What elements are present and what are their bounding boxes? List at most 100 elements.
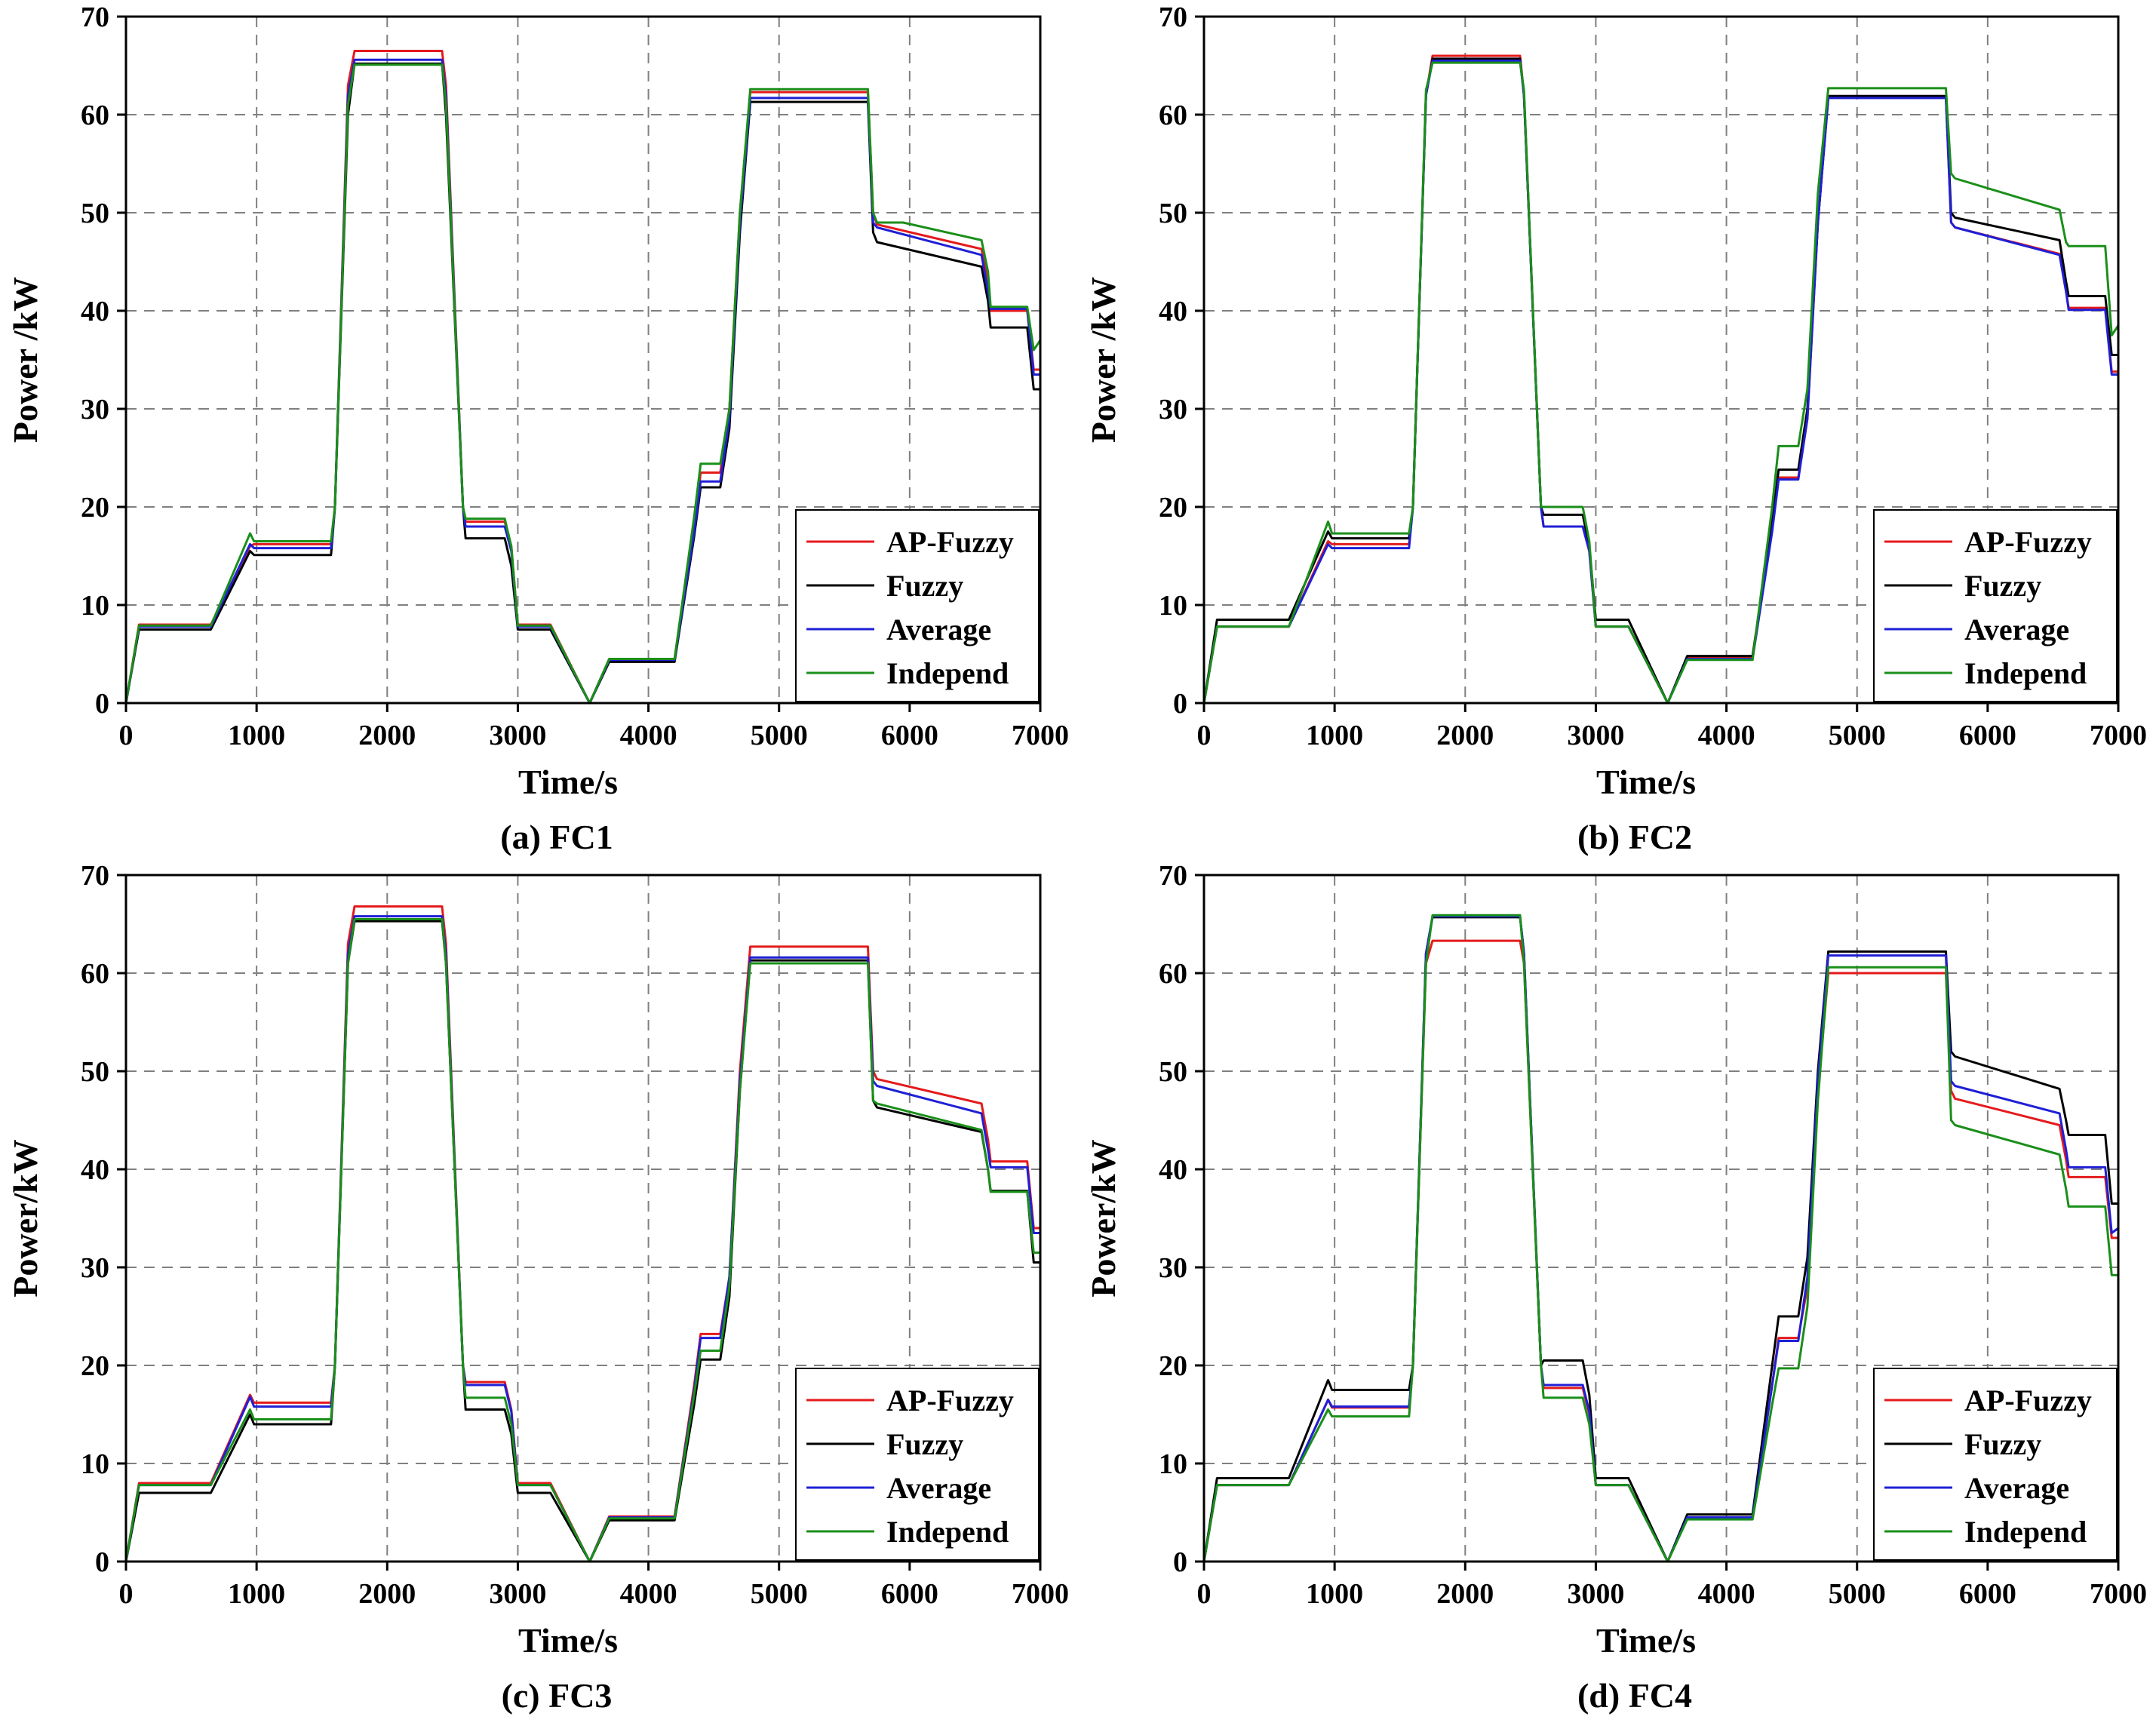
y-tick-label: 60 [1159, 100, 1187, 131]
y-tick-label: 0 [1173, 1546, 1187, 1578]
x-tick-label: 2000 [358, 1578, 416, 1610]
x-tick-label: 4000 [1698, 1578, 1755, 1610]
x-tick-label: 1000 [1306, 720, 1363, 751]
legend-label: Independ [1964, 656, 2087, 690]
x-tick-label: 5000 [751, 720, 808, 751]
legend-label: Fuzzy [886, 569, 963, 603]
y-tick-label: 60 [81, 100, 109, 131]
y-tick-label: 20 [1159, 492, 1187, 524]
panel-caption: (c) FC3 [502, 1676, 613, 1715]
x-tick-label: 2000 [358, 720, 416, 751]
x-tick-label: 3000 [489, 1578, 546, 1610]
x-tick-label: 3000 [1567, 1578, 1624, 1610]
legend-label: Average [1964, 613, 2069, 646]
legend: AP-Fuzzy Fuzzy Average Independ [795, 1368, 1040, 1561]
y-axis-label: Power/kW [6, 1139, 45, 1298]
y-axis-label: Power /kW [1084, 277, 1123, 443]
x-tick-label: 7000 [2090, 1578, 2147, 1610]
y-tick-label: 20 [1159, 1350, 1187, 1382]
chart-panel-4: 0 1000 2000 3000 4000 5000 6000 7000 0 10 20 30 40 50… [1084, 860, 2147, 1715]
y-tick-label: 40 [1159, 296, 1187, 327]
plot-frame [1202, 874, 2120, 1563]
x-tick-label: 1000 [228, 720, 285, 751]
x-tick-label: 2000 [1436, 1578, 1494, 1610]
x-tick-label: 2000 [1436, 720, 1494, 751]
chart-panel-2: 0 1000 2000 3000 4000 5000 6000 7000 0 10 20 30 40 50… [1084, 2, 2147, 856]
y-tick-label: 10 [81, 590, 109, 622]
y-tick-label: 0 [95, 688, 109, 720]
legend-label: Fuzzy [1964, 1427, 2041, 1461]
x-tick-label: 6000 [1959, 1578, 2016, 1610]
y-tick-label: 0 [95, 1546, 109, 1578]
x-tick-label: 0 [1197, 1578, 1212, 1610]
y-tick-label: 10 [1159, 1448, 1187, 1480]
series-line-independ [124, 63, 1042, 705]
x-tick-label: 4000 [620, 1578, 677, 1610]
y-tick-label: 40 [1159, 1154, 1187, 1186]
legend-label: Average [886, 613, 991, 646]
y-tick-label: 30 [1159, 1252, 1187, 1284]
y-tick-label: 30 [81, 394, 109, 425]
y-tick-label: 40 [81, 296, 109, 327]
y-tick-label: 50 [81, 1056, 109, 1088]
legend-label: Average [1964, 1471, 2069, 1505]
legend-label: AP-Fuzzy [1964, 525, 2092, 559]
x-tick-label: 4000 [1698, 720, 1755, 751]
y-tick-label: 20 [81, 492, 109, 524]
x-axis-label: Time/s [518, 763, 618, 801]
y-tick-label: 10 [81, 1448, 109, 1480]
legend-label: Fuzzy [886, 1427, 963, 1461]
legend-label: Independ [886, 656, 1009, 690]
x-tick-label: 7000 [1012, 1578, 1069, 1610]
x-tick-label: 0 [1197, 720, 1212, 751]
y-tick-label: 20 [81, 1350, 109, 1382]
x-tick-label: 7000 [1012, 720, 1069, 751]
legend-label: AP-Fuzzy [886, 1384, 1014, 1417]
x-tick-label: 3000 [489, 720, 546, 751]
legend-label: Fuzzy [1964, 569, 2041, 603]
y-axis-label: Power/kW [1084, 1139, 1123, 1298]
legend-label: Independ [1964, 1515, 2087, 1549]
legend-label: Average [886, 1471, 991, 1505]
y-tick-label: 40 [81, 1154, 109, 1186]
y-tick-label: 70 [81, 860, 109, 892]
y-tick-label: 30 [1159, 394, 1187, 425]
x-tick-label: 1000 [1306, 1578, 1363, 1610]
y-tick-label: 10 [1159, 590, 1187, 622]
panel-caption: (a) FC1 [500, 818, 613, 856]
y-tick-label: 30 [81, 1252, 109, 1284]
y-tick-label: 70 [1159, 2, 1187, 33]
y-tick-label: 50 [81, 198, 109, 229]
legend: AP-Fuzzy Fuzzy Average Independ [795, 509, 1040, 702]
x-tick-label: 7000 [2090, 720, 2147, 751]
plot-frame [124, 874, 1042, 1563]
x-tick-label: 5000 [1829, 1578, 1886, 1610]
plot-frame [124, 15, 1042, 705]
chart-panel-1: 0 1000 2000 3000 4000 5000 6000 7000 0 10 20 30 40 50… [6, 2, 1069, 856]
y-tick-label: 60 [81, 958, 109, 990]
x-axis-label: Time/s [518, 1621, 618, 1660]
x-tick-label: 6000 [1959, 720, 2016, 751]
x-tick-label: 6000 [881, 1578, 938, 1610]
x-axis-label: Time/s [1596, 1621, 1696, 1660]
y-tick-label: 50 [1159, 198, 1187, 229]
x-axis-label: Time/s [1596, 763, 1696, 801]
x-tick-label: 0 [119, 720, 134, 751]
x-tick-label: 6000 [881, 720, 938, 751]
legend-label: AP-Fuzzy [1964, 1384, 2092, 1417]
y-tick-label: 70 [1159, 860, 1187, 892]
y-axis-label: Power /kW [6, 277, 45, 443]
x-tick-label: 1000 [228, 1578, 285, 1610]
legend-label: Independ [886, 1515, 1009, 1549]
chart-panel-3: 0 1000 2000 3000 4000 5000 6000 7000 0 10 20 30 40 50… [6, 860, 1069, 1715]
panel-caption: (b) FC2 [1577, 818, 1692, 856]
panel-caption: (d) FC4 [1577, 1676, 1692, 1715]
x-tick-label: 3000 [1567, 720, 1624, 751]
x-tick-label: 5000 [751, 1578, 808, 1610]
legend-label: AP-Fuzzy [886, 525, 1014, 559]
y-tick-label: 50 [1159, 1056, 1187, 1088]
legend: AP-Fuzzy Fuzzy Average Independ [1873, 509, 2118, 702]
y-tick-label: 0 [1173, 688, 1187, 720]
y-tick-label: 70 [81, 2, 109, 33]
